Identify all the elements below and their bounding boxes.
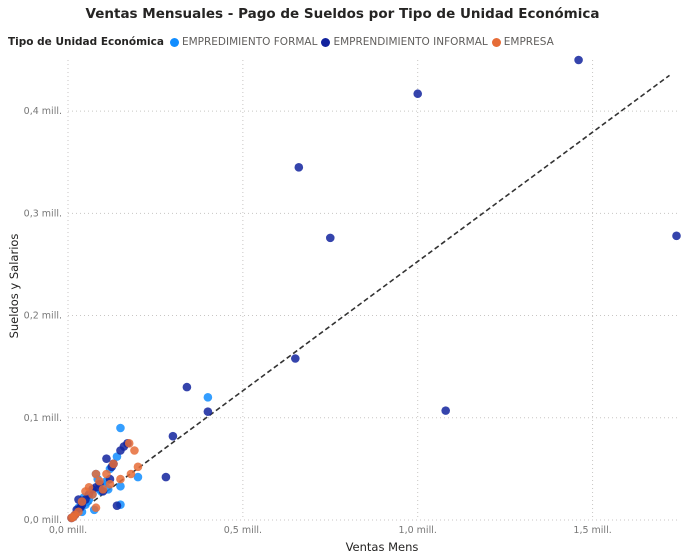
data-points [67,55,681,523]
data-point [161,472,171,482]
data-point [133,472,143,482]
legend-item-empresa[interactable]: EMPRESA [491,36,554,48]
tick-labels: 0,0 mill. 0,1 mill. 0,2 mill. 0,3 mill. 0,4 … [24,106,612,536]
data-point [102,454,111,463]
data-point [109,459,118,469]
trendline [67,74,670,521]
data-point [133,462,143,472]
data-point [130,446,139,455]
data-point [102,469,111,479]
data-point [126,469,136,479]
data-point [98,485,108,494]
chart-title: Ventas Mensuales - Pago de Sueldos por T… [85,6,600,22]
legend-marker-emprendimiento-informal [321,37,331,47]
trendline-layer [67,74,670,521]
data-point [77,497,87,506]
legend-title: Tipo de Unidad Económica [8,36,164,48]
data-point [116,481,125,491]
data-point [168,431,178,441]
data-point [81,487,90,496]
data-point [112,501,122,510]
legend-label-emprendimiento-formal: EMPREDIMIENTO FORMAL [181,36,318,48]
series-empresa [67,439,143,523]
data-point [116,474,125,484]
gridlines [67,60,680,521]
data-point [91,503,101,513]
data-point [105,479,115,489]
data-point [574,55,583,65]
data-point [124,439,134,448]
data-point [672,231,681,241]
x-tick-label: 1,5 mill. [573,525,611,536]
data-point [116,423,125,433]
legend: Tipo de Unidad Económica EMPREDIMIENTO F… [8,34,558,50]
data-point [182,382,192,392]
legend-marker-empresa [491,37,501,47]
legend-label-empresa: EMPRESA [503,36,554,48]
data-point [413,89,423,99]
y-tick-label: 0,1 mill. [24,413,62,424]
data-point [91,469,101,479]
y-axis-label: Sueldos y Salarios [7,234,21,339]
data-point [291,354,300,363]
data-point [95,476,104,486]
data-point [441,406,450,415]
x-tick-label: 1,0 mill. [399,525,437,536]
x-axis-label: Ventas Mens [346,540,419,553]
data-point [203,393,213,402]
y-tick-label: 0,3 mill. [24,208,62,219]
y-tick-label: 0,0 mill. [24,515,62,526]
legend-item-emprendimiento-informal[interactable]: EMPRENDIMIENTO INFORMAL [321,36,488,48]
x-tick-label: 0,0 mill. [49,525,87,536]
data-point [88,490,97,499]
data-point [203,407,213,416]
data-point [294,163,304,172]
data-point [325,233,335,243]
y-tick-label: 0,4 mill. [24,106,62,117]
legend-marker-emprendimiento-formal [169,37,179,47]
legend-item-emprendimiento-formal[interactable]: EMPREDIMIENTO FORMAL [169,36,318,48]
legend-label-emprendimiento-informal: EMPRENDIMIENTO INFORMAL [333,36,488,48]
series-empredimiento-formal [70,393,213,520]
y-tick-label: 0,2 mill. [24,311,62,322]
data-point [67,513,76,523]
x-tick-label: 0,5 mill. [224,525,262,536]
